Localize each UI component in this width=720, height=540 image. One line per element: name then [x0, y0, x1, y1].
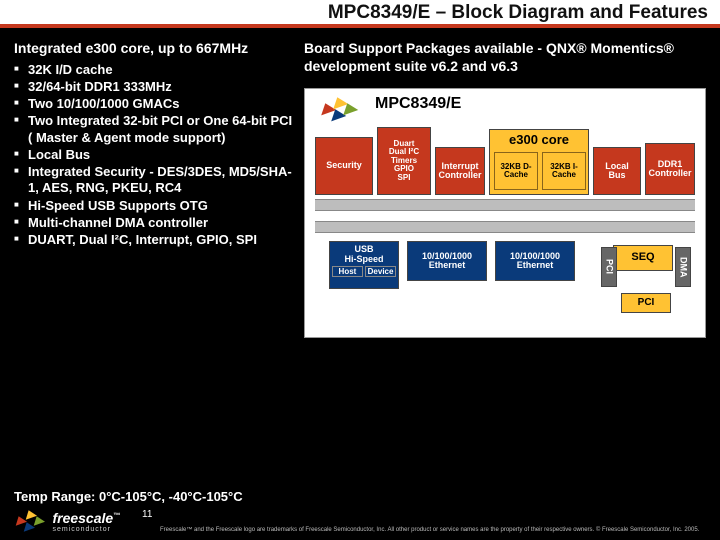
left-headline: Integrated e300 core, up to 667MHz [14, 40, 294, 58]
security-block: Security [315, 137, 373, 195]
feature-list: 32K I/D cache 32/64-bit DDR1 333MHz Two … [14, 62, 294, 249]
list-item: Multi-channel DMA controller [14, 215, 294, 231]
ddr-controller-block: DDR1 Controller [645, 143, 695, 195]
left-column: Integrated e300 core, up to 667MHz 32K I… [14, 40, 294, 249]
usb-device: Device [365, 266, 396, 277]
list-item: 32K I/D cache [14, 62, 294, 78]
list-item: DUART, Dual I²C, Interrupt, GPIO, SPI [14, 232, 294, 248]
ethernet2-block: 10/100/1000 Ethernet [495, 241, 575, 281]
chip-label: MPC8349/E [375, 95, 461, 113]
list-item: Hi-Speed USB Supports OTG [14, 198, 294, 214]
e300-core-block: e300 core 32KB D-Cache 32KB I-Cache [489, 129, 589, 195]
right-headline: Board Support Packages available - QNX® … [304, 40, 706, 75]
page-title: MPC8349/E – Block Diagram and Features [0, 2, 708, 24]
list-item: Two 10/100/1000 GMACs [14, 96, 294, 112]
icache-block: 32KB I-Cache [542, 152, 586, 190]
usb-host: Host [332, 266, 363, 277]
body: Integrated e300 core, up to 667MHz 32K I… [14, 40, 706, 468]
seq-block: SEQ [613, 245, 673, 271]
usb-title: USB Hi-Speed [330, 242, 398, 266]
disclaimer: Freescale™ and the Freescale logo are tr… [160, 527, 700, 534]
ethernet1-block: 10/100/1000 Ethernet [407, 241, 487, 281]
bus-bar-top [315, 199, 695, 211]
interrupt-controller-block: Interrupt Controller [435, 147, 485, 195]
brand-sub: semiconductor [52, 526, 120, 533]
dma-vert-block: DMA [675, 247, 691, 287]
io-block: Duart Dual I²C Timers GPIO SPI [377, 127, 431, 195]
bus-bar-bottom [315, 221, 695, 233]
list-item: Two Integrated 32-bit PCI or One 64-bit … [14, 113, 294, 146]
freescale-icon [319, 95, 359, 123]
e300-title: e300 core [490, 130, 588, 147]
pci-block: PCI [621, 293, 671, 313]
right-column: Board Support Packages available - QNX® … [304, 40, 706, 77]
brand-logo: freescale™ semiconductor [14, 506, 120, 536]
list-item: Integrated Security - DES/3DES, MD5/SHA-… [14, 164, 294, 197]
brand-text: freescale [52, 510, 113, 526]
slide: MPC8349/E – Block Diagram and Features I… [0, 0, 720, 540]
footer: freescale™ semiconductor 11 Freescale™ a… [0, 500, 720, 540]
freescale-logo-icon [14, 506, 44, 536]
usb-block: USB Hi-Speed Host Device [329, 241, 399, 289]
local-bus-block: Local Bus [593, 147, 641, 195]
list-item: Local Bus [14, 147, 294, 163]
brand-name: freescale™ semiconductor [52, 510, 120, 533]
list-item: 32/64-bit DDR1 333MHz [14, 79, 294, 95]
block-diagram: MPC8349/E Security Duart Dual I²C Timers… [304, 88, 706, 338]
page-number: 11 [142, 509, 152, 520]
pci-vert-block: PCI [601, 247, 617, 287]
dcache-block: 32KB D-Cache [494, 152, 538, 190]
